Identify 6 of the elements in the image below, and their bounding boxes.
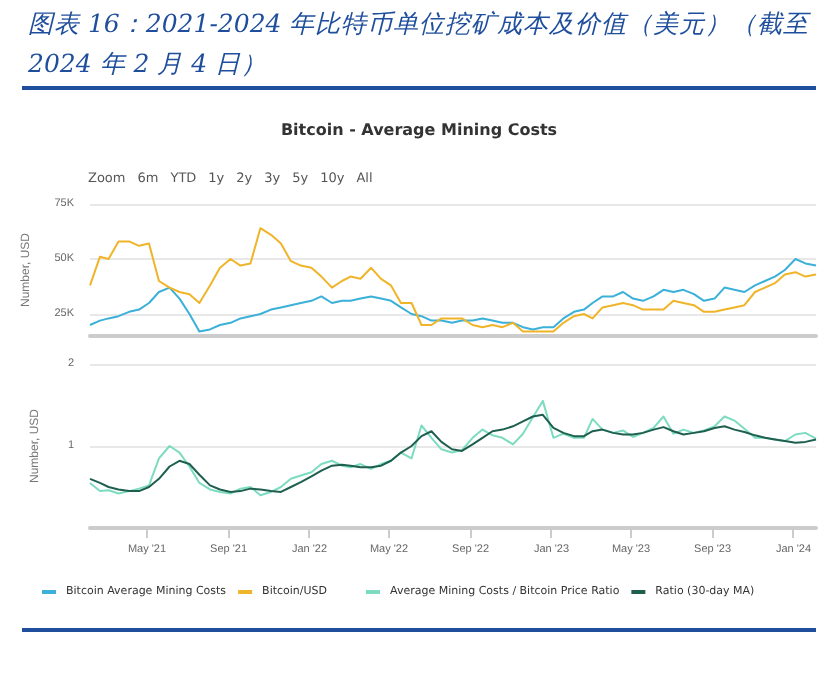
line-series bbox=[89, 399, 817, 497]
line-series bbox=[89, 258, 817, 333]
line-series bbox=[89, 227, 817, 333]
chart-subtitle: Bitcoin - Average Mining Costs bbox=[280, 121, 558, 139]
line-series bbox=[89, 413, 817, 493]
chart-title: 图表 16：2021-2024 年比特币单位挖矿成本及价值（美元）（截至 2024 年 2 月 4 日） bbox=[28, 6, 813, 82]
